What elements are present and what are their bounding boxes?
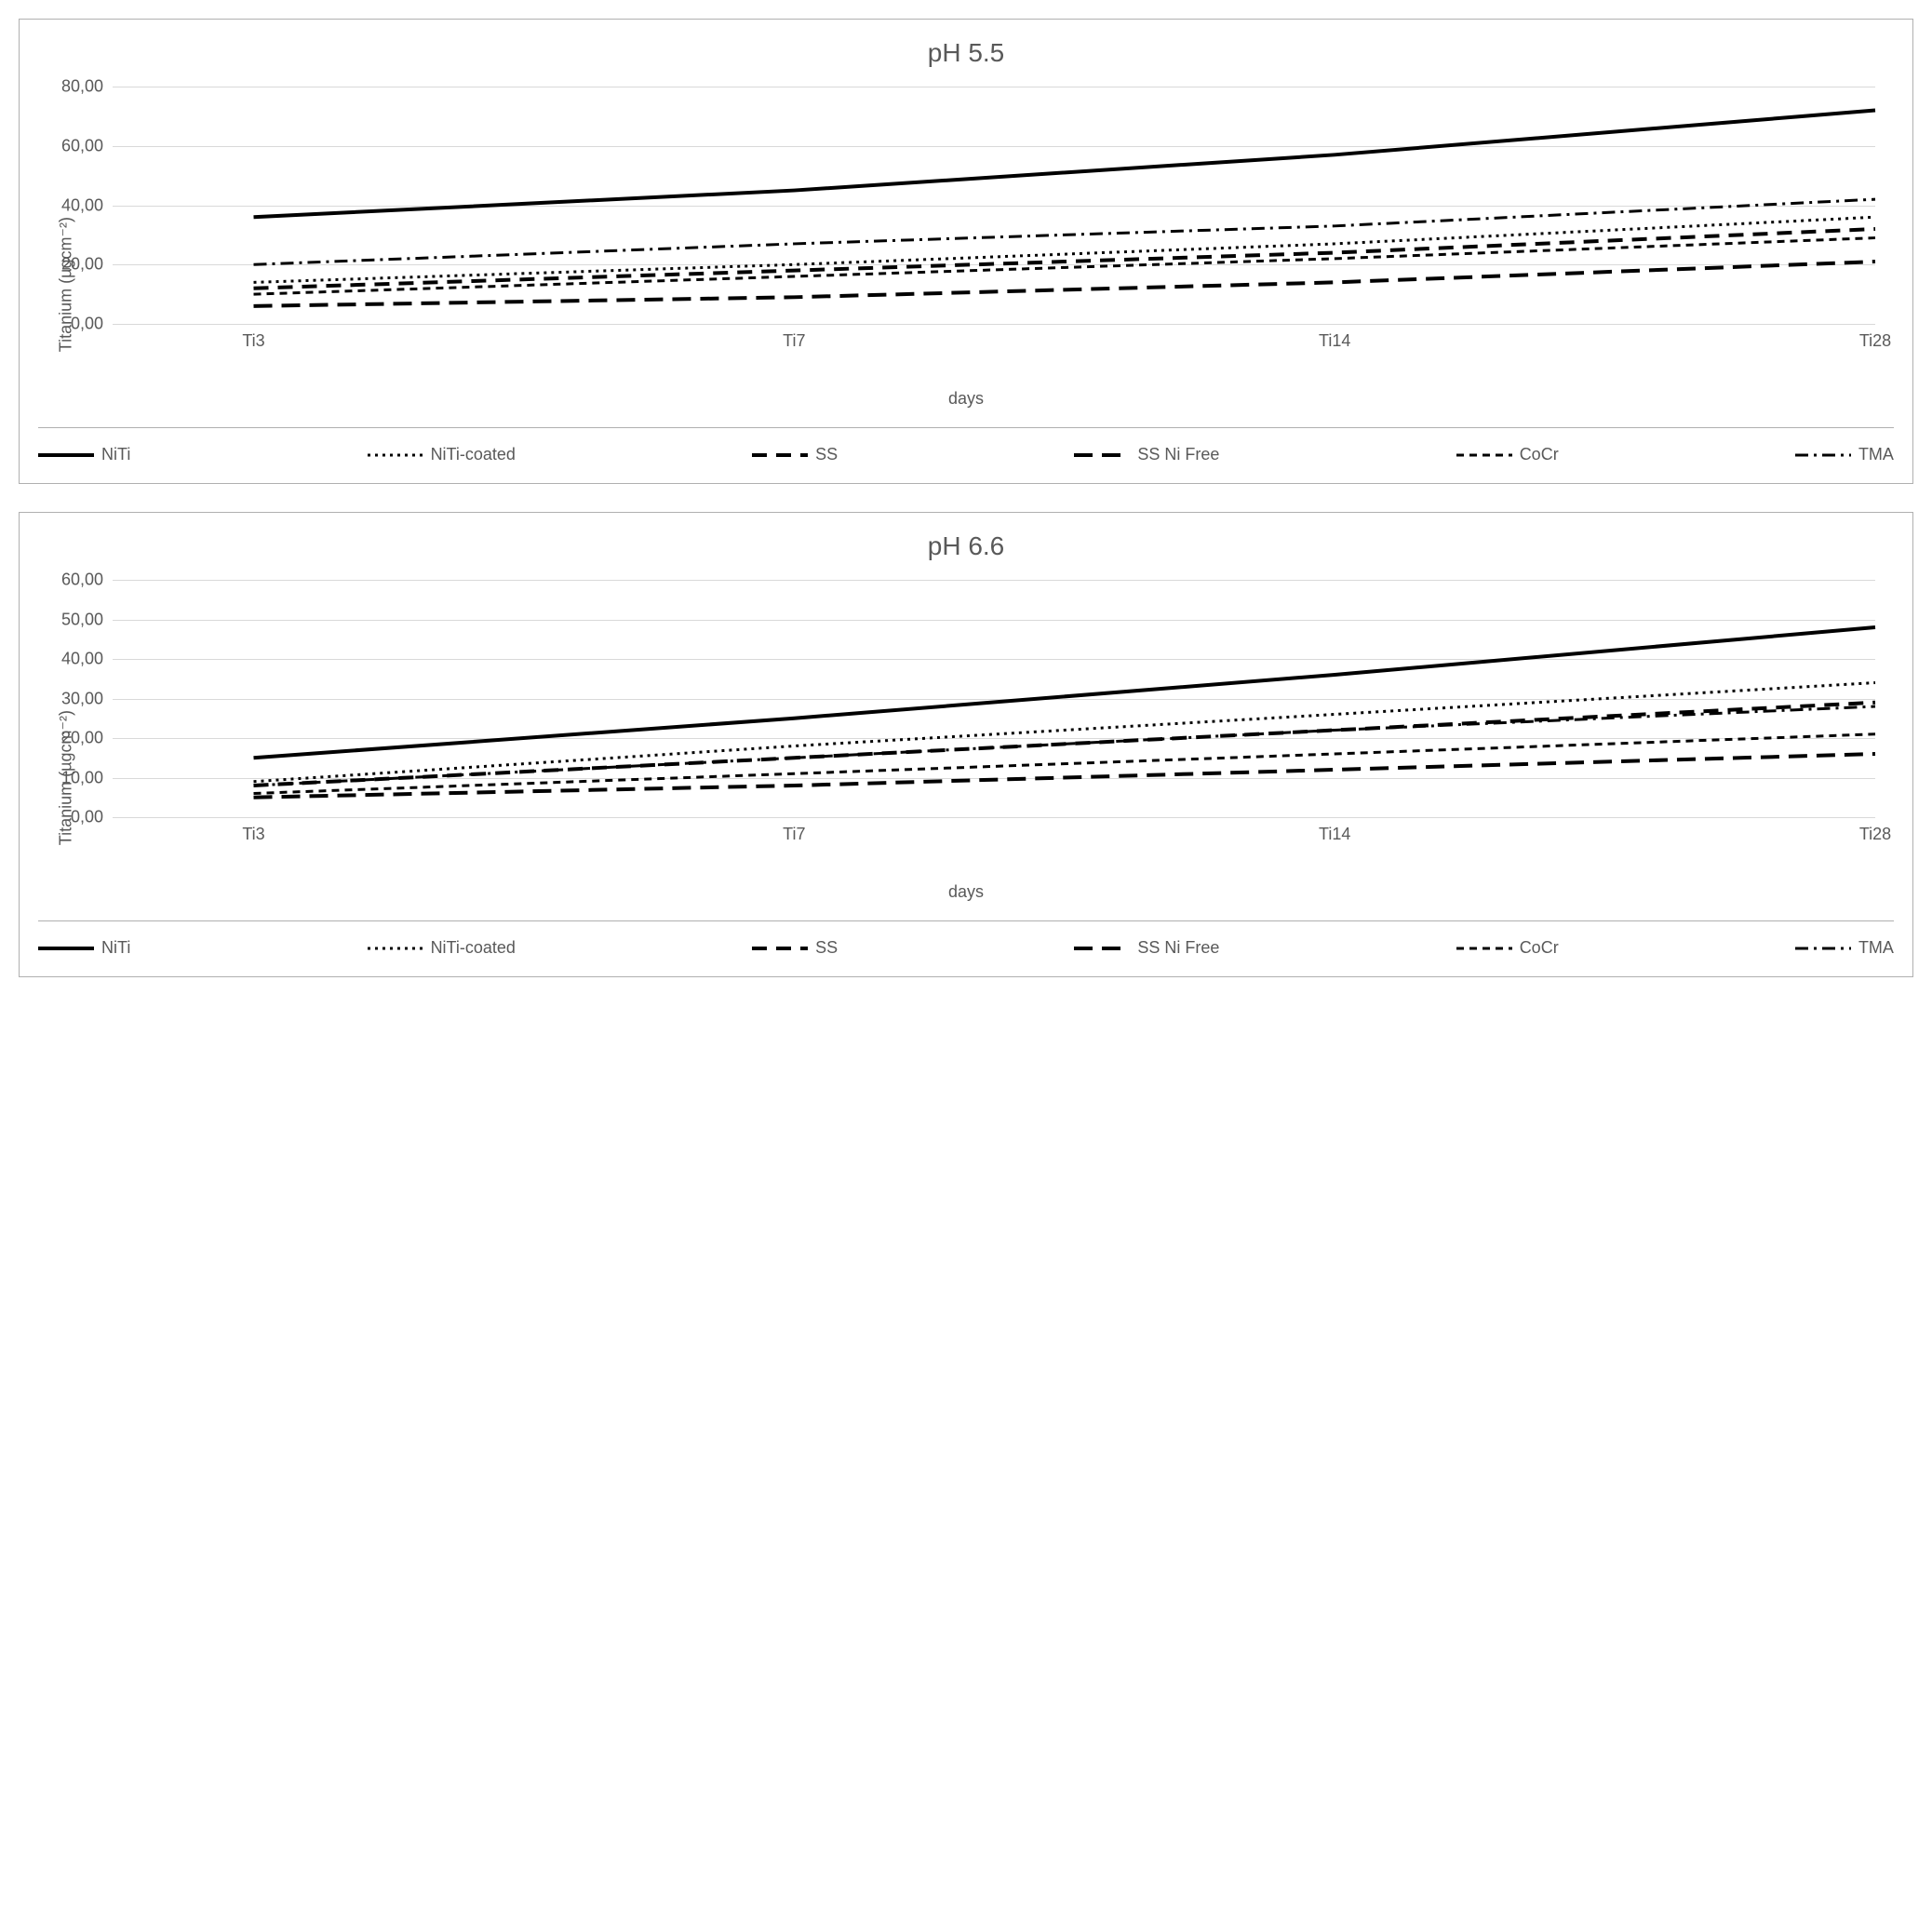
series-line: [254, 111, 1875, 218]
legend-label: CoCr: [1520, 938, 1559, 958]
y-tick-label: 40,00: [61, 195, 103, 215]
legend-item: SS Ni Free: [1074, 938, 1219, 958]
series-line: [254, 229, 1875, 289]
legend-swatch: [1795, 446, 1851, 464]
grid-line: [113, 324, 1875, 325]
chart-title: pH 6.6: [38, 531, 1894, 561]
lines-svg: [113, 580, 1875, 817]
x-axis-label: days: [38, 389, 1894, 409]
legend-label: SS Ni Free: [1137, 445, 1219, 464]
legend-swatch: [38, 939, 94, 958]
plot-inner: 0,0020,0040,0060,0080,00Ti3Ti7Ti14Ti28: [113, 87, 1875, 324]
legend-item: TMA: [1795, 938, 1894, 958]
legend-item: NiTi-coated: [368, 445, 516, 464]
x-tick-label: Ti3: [242, 825, 264, 844]
legend-item: CoCr: [1456, 445, 1559, 464]
legend-label: TMA: [1858, 938, 1894, 958]
y-tick-label: 30,00: [61, 689, 103, 708]
legend-label: NiTi-coated: [431, 938, 516, 958]
lines-svg: [113, 87, 1875, 324]
legend-label: NiTi: [101, 445, 130, 464]
chart-panel: pH 5.5 0,0020,0040,0060,0080,00Ti3Ti7Ti14…: [19, 19, 1913, 484]
legend-item: SS: [752, 445, 838, 464]
series-line: [254, 706, 1875, 786]
legend-item: NiTi: [38, 445, 130, 464]
legend-swatch: [1795, 939, 1851, 958]
series-line: [254, 754, 1875, 798]
series-line: [254, 238, 1875, 295]
x-tick-label: Ti14: [1319, 331, 1350, 351]
legend-label: SS: [815, 445, 838, 464]
x-tick-label: Ti28: [1859, 331, 1891, 351]
chart-title: pH 5.5: [38, 38, 1894, 68]
x-axis-label: days: [38, 882, 1894, 902]
legend-swatch: [752, 446, 808, 464]
series-line: [254, 627, 1875, 758]
legend-item: NiTi-coated: [368, 938, 516, 958]
y-tick-label: 60,00: [61, 571, 103, 590]
grid-line: [113, 817, 1875, 818]
y-axis-label: Titanium (µgcm⁻²): [57, 217, 76, 352]
series-line: [254, 199, 1875, 264]
x-tick-label: Ti14: [1319, 825, 1350, 844]
chart-panel: pH 6.6 0,0010,0020,0030,0040,0050,0060,00…: [19, 512, 1913, 977]
x-tick-label: Ti3: [242, 331, 264, 351]
legend-swatch: [368, 446, 423, 464]
legend-item: TMA: [1795, 445, 1894, 464]
y-tick-label: 50,00: [61, 610, 103, 629]
legend-label: SS: [815, 938, 838, 958]
plot-inner: 0,0010,0020,0030,0040,0050,0060,00Ti3Ti7…: [113, 580, 1875, 817]
legend-label: NiTi: [101, 938, 130, 958]
x-tick-label: Ti7: [783, 825, 805, 844]
plot-area: 0,0020,0040,0060,0080,00Ti3Ti7Ti14Ti28Ti…: [113, 87, 1875, 347]
legend-swatch: [1456, 446, 1512, 464]
y-tick-label: 80,00: [61, 77, 103, 97]
legend: NiTi NiTi-coated SS SS Ni Free CoCr TMA: [38, 427, 1894, 464]
legend-swatch: [752, 939, 808, 958]
legend-label: NiTi-coated: [431, 445, 516, 464]
legend-label: CoCr: [1520, 445, 1559, 464]
legend-swatch: [368, 939, 423, 958]
y-axis-label: Titanium (µgcm⁻²): [57, 710, 76, 845]
legend-item: CoCr: [1456, 938, 1559, 958]
legend-item: SS Ni Free: [1074, 445, 1219, 464]
legend-item: NiTi: [38, 938, 130, 958]
x-tick-label: Ti28: [1859, 825, 1891, 844]
legend-label: SS Ni Free: [1137, 938, 1219, 958]
legend-label: TMA: [1858, 445, 1894, 464]
y-tick-label: 60,00: [61, 136, 103, 155]
legend-swatch: [38, 446, 94, 464]
legend-swatch: [1074, 939, 1130, 958]
legend-item: SS: [752, 938, 838, 958]
y-tick-label: 40,00: [61, 650, 103, 669]
legend-swatch: [1456, 939, 1512, 958]
plot-area: 0,0010,0020,0030,0040,0050,0060,00Ti3Ti7…: [113, 580, 1875, 840]
x-tick-label: Ti7: [783, 331, 805, 351]
legend: NiTi NiTi-coated SS SS Ni Free CoCr TMA: [38, 920, 1894, 958]
legend-swatch: [1074, 446, 1130, 464]
